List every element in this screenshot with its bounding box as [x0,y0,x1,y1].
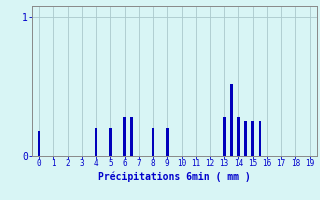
Bar [130,117,133,156]
Bar [166,128,169,156]
Bar [244,121,247,156]
Bar [230,84,233,156]
Bar [259,121,261,156]
Bar [152,128,154,156]
X-axis label: Précipitations 6min ( mm ): Précipitations 6min ( mm ) [98,171,251,182]
Bar [123,117,126,156]
Bar [252,121,254,156]
Bar [109,128,112,156]
Bar [38,131,40,156]
Bar [95,128,97,156]
Bar [237,117,240,156]
Bar [223,117,226,156]
